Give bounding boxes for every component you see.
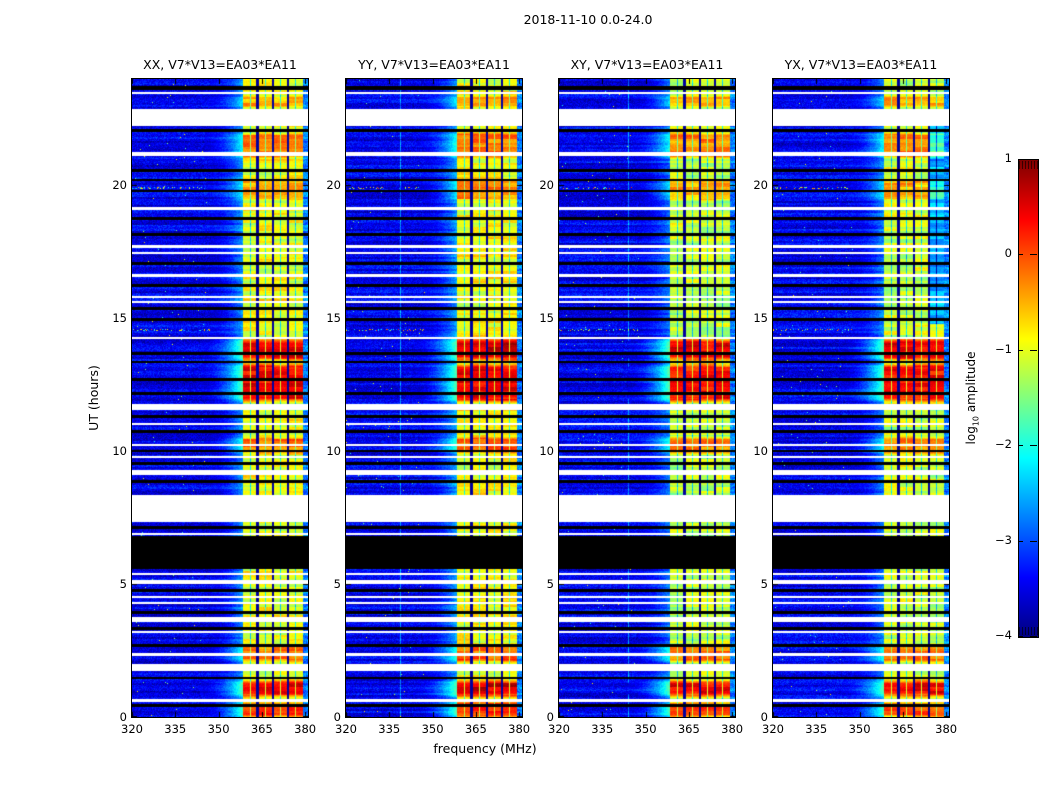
panel-title-yy: YY, V7*V13=EA03*EA11 [358,57,510,72]
spectrogram-canvas-xy [559,79,735,717]
x-tick-label: 335 [591,722,614,736]
y-axis-label: UT (hours) [86,365,101,431]
colorbar-tick-label: 0 [1004,246,1012,261]
y-tick-label: 15 [112,311,127,326]
spectrogram-panel-xx [131,78,309,718]
colorbar-tick-label: −1 [995,341,1012,356]
colorbar-label: log10 amplitude [964,318,980,478]
colorbar-tick-mark [1019,445,1023,446]
x-tick-label: 335 [378,722,401,736]
spectrogram-canvas-yy [346,79,522,717]
y-tick-label: 5 [760,577,768,592]
colorbar-tick-mark [1030,636,1037,637]
x-axis-label: frequency (MHz) [433,741,537,756]
x-tick-label: 320 [121,722,143,736]
panel-title-yx: YX, V7*V13=EA03*EA11 [784,57,938,72]
y-tick-label: 5 [119,577,127,592]
colorbar-tick-mark [1030,159,1037,160]
x-tick-label: 380 [294,722,317,736]
x-tick-label: 365 [250,722,273,736]
colorbar-tick-label: −3 [995,532,1012,547]
y-tick-label: 5 [546,577,554,592]
x-tick-label: 320 [548,722,570,736]
colorbar-tick-label: −2 [995,437,1012,452]
colorbar-tick-mark [1019,636,1023,637]
colorbar-label-sub: 10 [971,415,981,427]
y-tick-label: 20 [326,178,341,193]
x-tick-label: 380 [508,722,531,736]
colorbar-label-prefix: log [964,426,978,445]
y-tick-label: 15 [326,311,341,326]
panel-title-xy: XY, V7*V13=EA03*EA11 [570,57,724,72]
x-tick-label: 365 [891,722,914,736]
y-tick-label: 0 [760,710,768,724]
x-tick-label: 335 [805,722,828,736]
spectrogram-panel-yy [345,78,523,718]
spectrogram-panel-yx [772,78,950,718]
colorbar-tick-mark [1019,541,1023,542]
y-tick-label: 10 [112,444,127,459]
x-tick-label: 365 [464,722,487,736]
colorbar-bottom-hatch [1019,627,1038,635]
y-tick-label: 10 [539,444,554,459]
colorbar-tick-mark [1019,254,1023,255]
x-tick-label: 320 [335,722,357,736]
x-tick-label: 380 [935,722,958,736]
y-tick-label: 15 [753,311,768,326]
y-tick-label: 20 [753,178,768,193]
spectrogram-panel-xy [558,78,736,718]
x-tick-label: 350 [421,722,444,736]
y-tick-label: 0 [119,710,127,724]
panel-title-xx: XX, V7*V13=EA03*EA11 [143,57,297,72]
colorbar-tick-mark [1030,445,1037,446]
colorbar-tick-mark [1019,159,1023,160]
y-tick-label: 10 [326,444,341,459]
colorbar-label-suffix: amplitude [964,351,978,416]
x-tick-label: 350 [634,722,657,736]
spectrogram-canvas-xx [132,79,308,717]
spectrogram-canvas-yx [773,79,949,717]
y-tick-label: 0 [333,710,341,724]
colorbar-tick-mark [1030,254,1037,255]
x-tick-label: 320 [762,722,784,736]
colorbar-tick-mark [1030,350,1037,351]
y-tick-label: 10 [753,444,768,459]
y-tick-label: 5 [333,577,341,592]
colorbar-tick-mark [1030,541,1037,542]
x-tick-label: 380 [721,722,744,736]
y-tick-label: 15 [539,311,554,326]
colorbar-tick-label: −4 [995,628,1012,642]
y-tick-label: 20 [112,178,127,193]
x-tick-label: 350 [207,722,230,736]
colorbar-top-hatch [1019,161,1038,169]
y-tick-label: 20 [539,178,554,193]
x-tick-label: 365 [677,722,700,736]
y-tick-label: 0 [546,710,554,724]
colorbar-tick-label: 1 [1004,151,1012,165]
colorbar-tick-mark [1019,350,1023,351]
x-tick-label: 350 [848,722,871,736]
x-tick-label: 335 [164,722,187,736]
figure-title: 2018-11-10 0.0-24.0 [523,12,653,27]
colorbar [1018,159,1039,638]
